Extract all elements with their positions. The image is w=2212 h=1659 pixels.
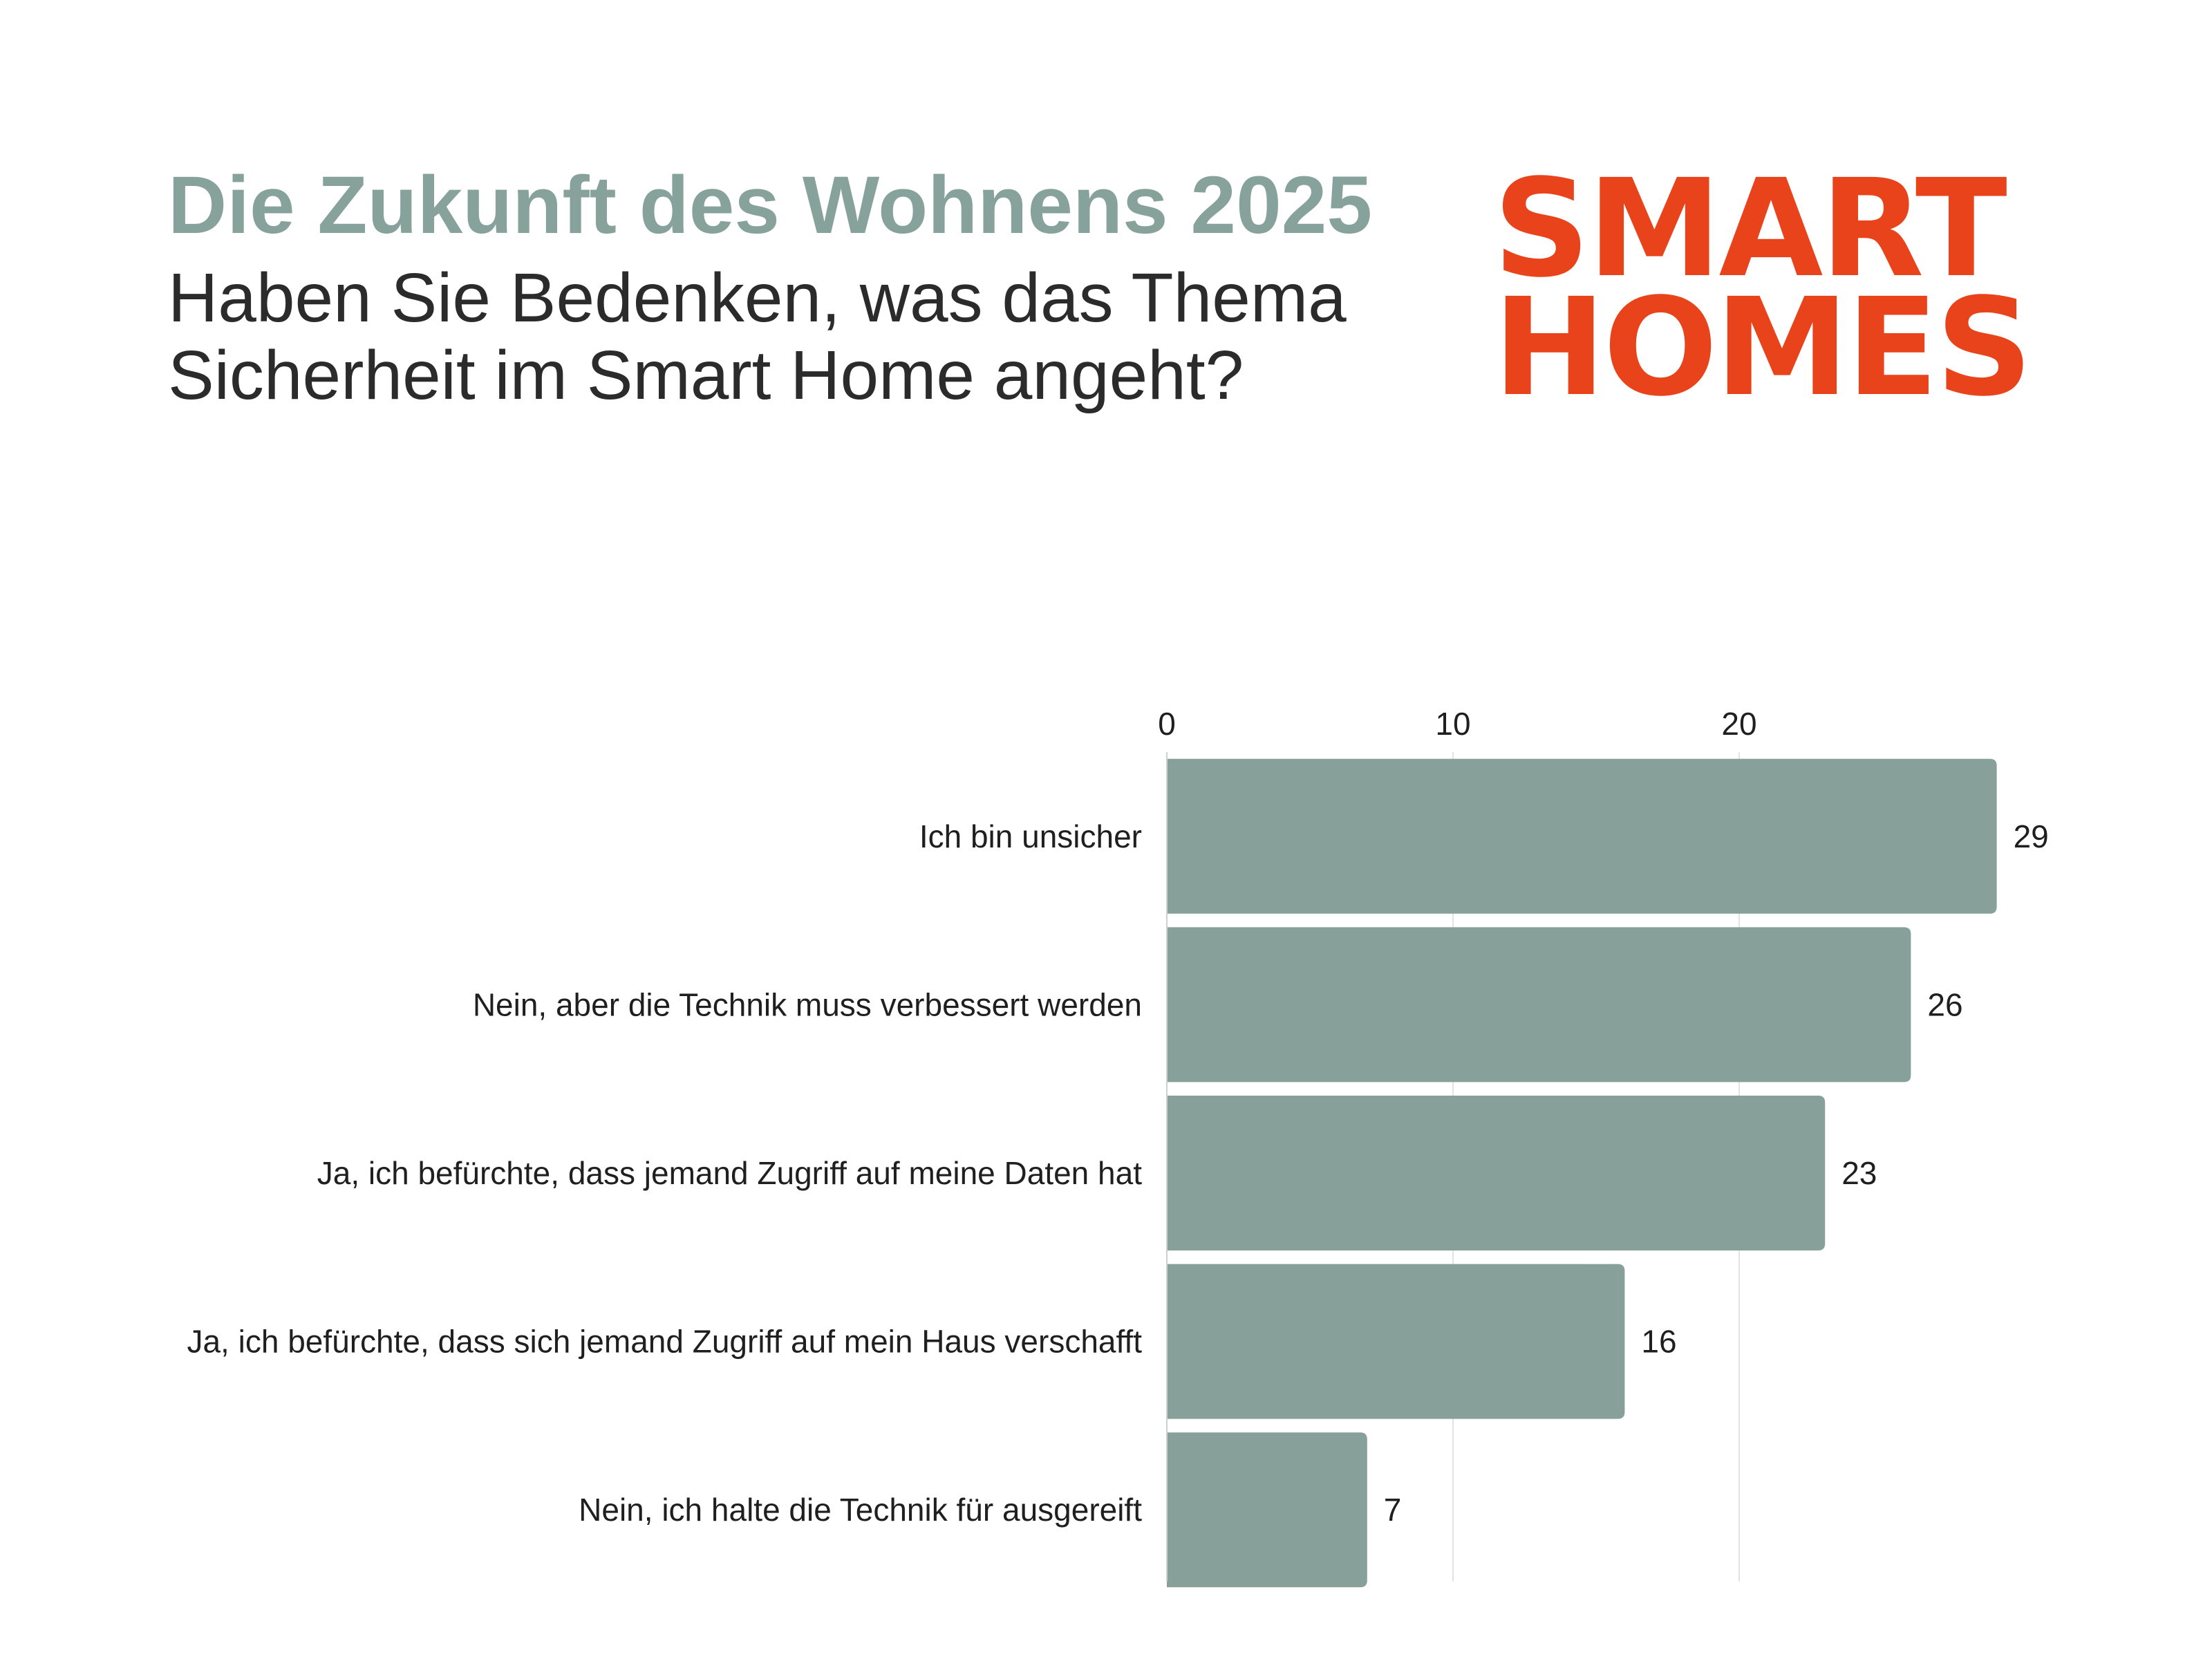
logo-line-homes: HOMES: [1493, 269, 2033, 426]
value-label-3: 23: [1841, 1155, 1877, 1191]
category-label-5: Nein, ich halte die Technik für ausgerei…: [579, 1492, 1142, 1528]
x-tick-label-10: 10: [1435, 706, 1470, 742]
bar-5: [1167, 1432, 1367, 1588]
chart-question-title: Haben Sie Bedenken, was das Thema Sicher…: [168, 259, 1347, 414]
bar-4: [1167, 1264, 1625, 1419]
value-label-4: 16: [1641, 1324, 1676, 1360]
logo-line-smart: SMART: [1493, 150, 2007, 307]
value-label-5: 7: [1384, 1492, 1402, 1528]
category-label-4: Ja, ich befürchte, dass sich jemand Zugr…: [187, 1324, 1142, 1360]
bar-2: [1167, 927, 1911, 1082]
value-label-2: 26: [1927, 986, 1962, 1022]
value-label-1: 29: [2014, 818, 2049, 854]
x-tick-label-0: 0: [1158, 706, 1176, 742]
bar-3: [1167, 1096, 1826, 1250]
smart-homes-logo: SMART HOMES: [1493, 150, 2033, 426]
category-label-1: Ich bin unsicher: [919, 818, 1142, 854]
category-label-3: Ja, ich befürchte, dass jemand Zugriff a…: [317, 1155, 1142, 1191]
x-tick-label-20: 20: [1721, 706, 1756, 742]
category-label-2: Nein, aber die Technik muss verbessert w…: [473, 986, 1142, 1022]
bar-1: [1167, 758, 1997, 914]
chart-kicker-title: Die Zukunft des Wohnens 2025: [168, 160, 1372, 251]
